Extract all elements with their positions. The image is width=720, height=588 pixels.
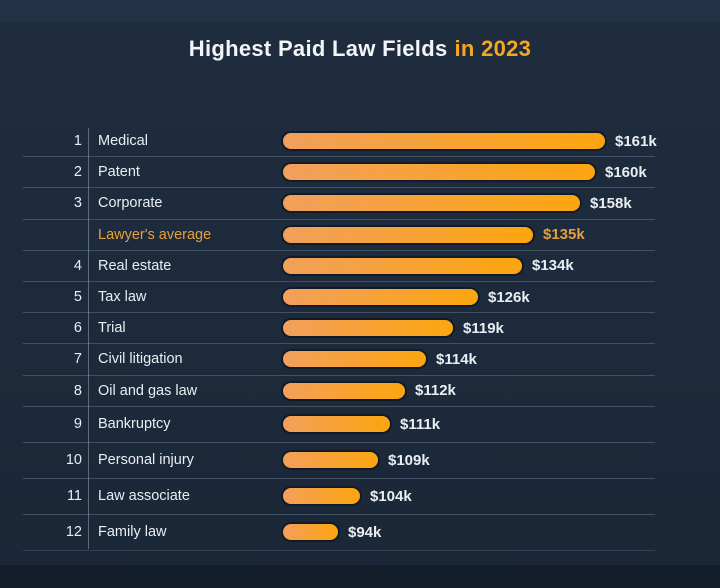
chart-row: 2 Patent $160k: [23, 157, 655, 189]
value-label: $126k: [488, 288, 530, 306]
row-bar-zone: $114k: [283, 351, 655, 368]
value-bar: [283, 289, 478, 306]
row-label: Family law: [98, 524, 167, 541]
value-bar: [283, 226, 533, 243]
row-rank: 5: [73, 289, 82, 306]
row-rank: 1: [73, 133, 82, 150]
value-bar: [283, 164, 595, 181]
row-bar-zone: $111k: [283, 416, 655, 433]
value-label: $119k: [463, 319, 504, 337]
row-bar-zone: $160k: [283, 164, 655, 181]
row-label: Oil and gas law: [98, 382, 198, 399]
value-label: $135k: [543, 226, 585, 244]
chart-row: 7 Civil litigation $114k: [23, 344, 655, 376]
row-bar-zone: $94k: [283, 524, 655, 541]
value-label: $111k: [400, 415, 441, 433]
row-label: Law associate: [98, 488, 190, 505]
value-label: $94k: [348, 523, 382, 541]
row-rank: 2: [73, 164, 82, 181]
row-bar-zone: $161k: [283, 133, 657, 150]
row-label: Tax law: [98, 289, 147, 306]
chart-row: 3 Corporate $158k: [23, 188, 655, 220]
value-label: $114k: [436, 350, 477, 368]
value-bar: [283, 488, 360, 505]
chart-row: 9 Bankruptcy $111k: [23, 407, 655, 443]
value-bar: [283, 452, 378, 469]
chart-title-main: Highest Paid Law Fields: [188, 36, 448, 61]
row-bar-zone: $158k: [283, 195, 655, 212]
value-label: $134k: [532, 257, 574, 275]
row-label: Personal injury: [98, 452, 194, 469]
row-rank: 3: [73, 195, 82, 212]
value-label: $161k: [615, 132, 657, 150]
row-bar-zone: $134k: [283, 257, 655, 274]
row-rank: 4: [73, 257, 82, 274]
row-rank: 9: [73, 416, 82, 433]
row-bar-zone: $109k: [283, 452, 655, 469]
value-bar: [283, 195, 580, 212]
row-bar-zone: $126k: [283, 289, 655, 306]
chart-rows: 1 Medical $161k 2 Patent $160k 3 Corporate $158k…: [23, 126, 657, 551]
row-label: Medical: [98, 133, 148, 150]
chart-row: 8 Oil and gas law $112k: [23, 376, 655, 407]
row-rank: 11: [66, 488, 82, 505]
row-label: Real estate: [98, 257, 172, 274]
value-label: $158k: [590, 194, 632, 212]
value-bar: [283, 133, 605, 150]
row-rank: 8: [73, 382, 82, 399]
value-bar: [283, 351, 426, 368]
chart-row: 10 Personal injury $109k: [23, 443, 655, 479]
value-bar: [283, 382, 405, 399]
chart-row: 5 Tax law $126k: [23, 282, 655, 314]
chart-row: 6 Trial $119k: [23, 313, 655, 345]
chart-row: 1 Medical $161k: [23, 126, 657, 158]
chart-row: 4 Real estate $134k: [23, 251, 655, 282]
row-rank: 10: [65, 452, 82, 469]
row-label: Patent: [98, 164, 140, 181]
row-label: Civil litigation: [98, 351, 183, 368]
row-rank: 6: [73, 320, 82, 337]
value-label: $109k: [388, 451, 430, 469]
chart-row: 11 Law associate $104k: [23, 479, 655, 515]
row-bar-zone: $135k: [283, 226, 655, 243]
rank-divider-line: [88, 128, 89, 549]
row-rank: 12: [65, 524, 82, 541]
value-bar: [283, 257, 522, 274]
row-label: Bankruptcy: [98, 416, 171, 433]
value-label: $104k: [370, 487, 412, 505]
row-label: Corporate: [98, 195, 163, 212]
row-bar-zone: $119k: [283, 320, 655, 337]
value-bar: [283, 524, 338, 541]
value-bar: [283, 320, 453, 337]
row-bar-zone: $104k: [283, 488, 655, 505]
value-label: $112k: [415, 382, 456, 400]
chart-row: Lawyer's average $135k: [23, 220, 655, 251]
footer-band: [0, 565, 720, 588]
row-label: Lawyer's average: [98, 226, 212, 243]
row-label: Trial: [98, 320, 126, 337]
value-bar: [283, 416, 390, 433]
row-rank: 7: [73, 351, 82, 368]
row-bar-zone: $112k: [283, 382, 655, 399]
chart-title: Highest Paid Law Fields in 2023: [0, 36, 720, 62]
chart-title-year: in 2023: [454, 36, 532, 61]
value-label: $160k: [605, 163, 647, 181]
chart-row: 12 Family law $94k: [23, 515, 655, 551]
